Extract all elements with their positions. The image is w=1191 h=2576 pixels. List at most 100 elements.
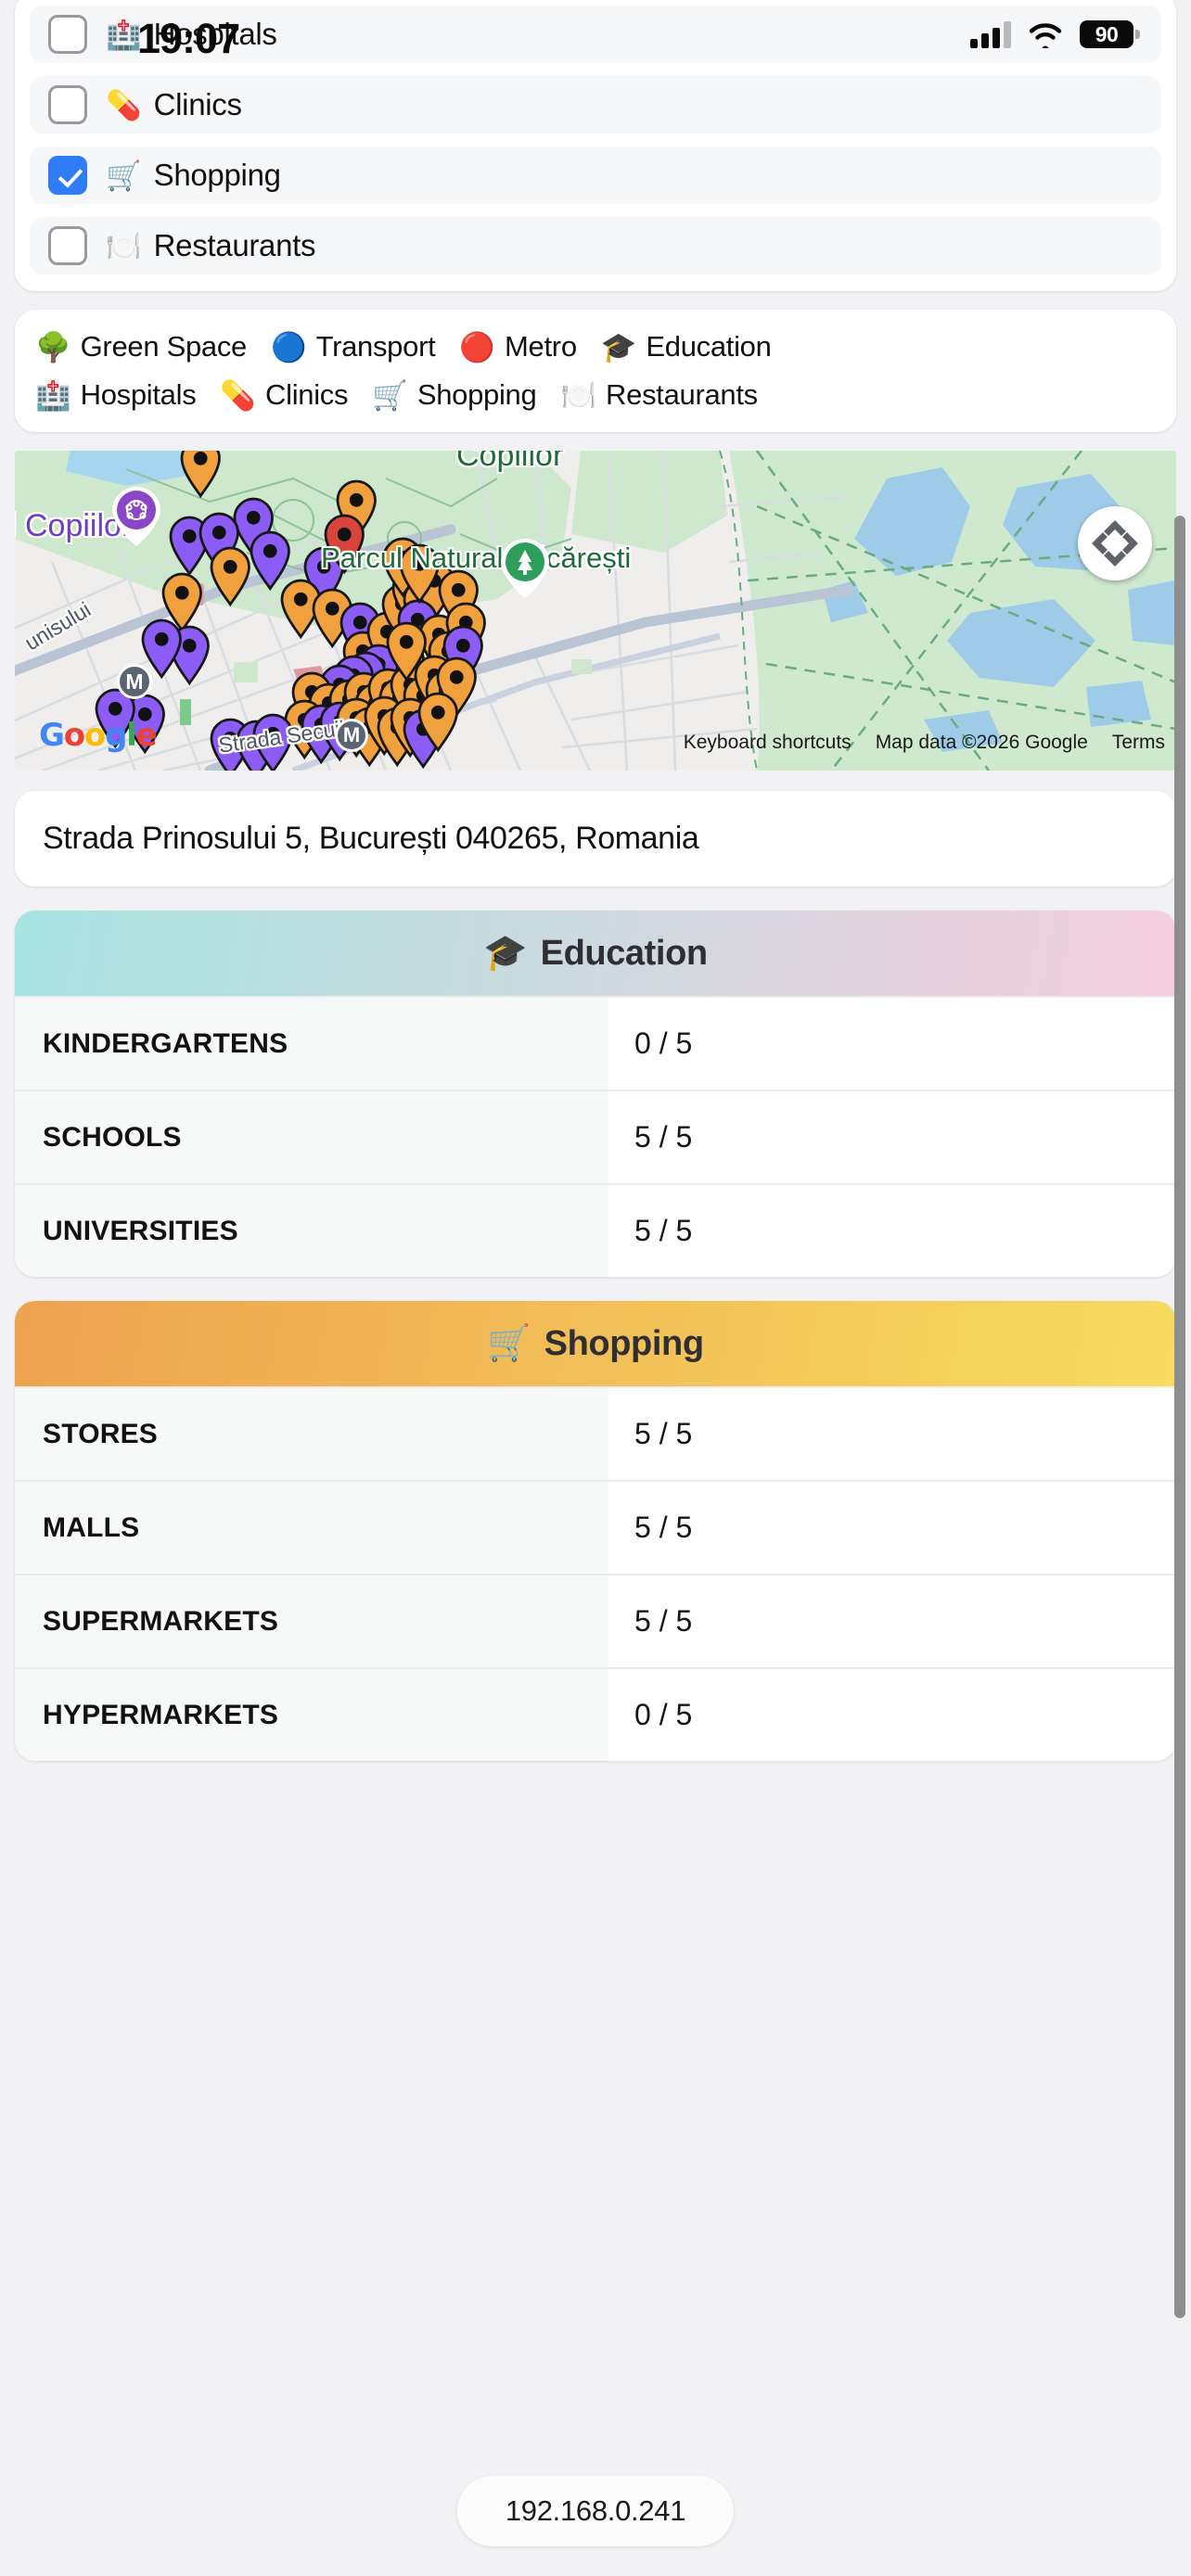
cart-icon: 🛒	[106, 159, 142, 192]
poi-transport-marker[interactable]	[112, 487, 160, 546]
legend-item-shopping: 🛒 Shopping	[372, 378, 537, 412]
filter-label: Restaurants	[153, 228, 316, 262]
table-row: UNIVERSITIES 5 / 5	[15, 1183, 1176, 1277]
table-row: KINDERGARTENS 0 / 5	[15, 996, 1176, 1090]
legend-item-metro: 🔴 Metro	[459, 330, 577, 363]
red-circle-icon: 🔴	[459, 330, 496, 363]
map-view[interactable]: Copiilor l Copiilor Parcul Natural Văcăr…	[15, 451, 1176, 771]
section-header-shopping: 🛒 Shopping	[15, 1301, 1176, 1386]
filter-row-hospitals[interactable]: 🏥 Hospitals	[30, 6, 1161, 63]
table-row: MALLS 5 / 5	[15, 1480, 1176, 1574]
metro-station-icon-2: M	[335, 719, 368, 752]
table-row: HYPERMARKETS 0 / 5	[15, 1667, 1176, 1761]
google-logo: Google	[39, 717, 158, 754]
map-pin-metro[interactable]	[324, 514, 365, 575]
legend-label: Transport	[315, 330, 436, 363]
section-shopping: 🛒 Shopping STORES 5 / 5 MALLS 5 / 5 SUPERMARKE…	[15, 1301, 1176, 1761]
section-title: Shopping	[544, 1323, 704, 1363]
section-title: Education	[540, 933, 708, 973]
map-pin-education[interactable]	[141, 618, 182, 680]
map-pin-shopping[interactable]	[399, 543, 440, 605]
table-row: STORES 5 / 5	[15, 1386, 1176, 1480]
legend-label: Metro	[505, 330, 577, 363]
map-data-text: Map data ©2026 Google	[875, 732, 1088, 753]
metric-value: 0 / 5	[608, 1669, 1176, 1761]
map-pin-education[interactable]	[169, 516, 210, 577]
legend-item-restaurants: 🍽️ Restaurants	[560, 378, 758, 412]
metric-value: 5 / 5	[608, 1388, 1176, 1480]
legend-card: 🌳 Green Space 🔵 Transport 🔴 Metro 🎓 Education 🏥 H…	[15, 310, 1176, 432]
address-card: Strada Prinosului 5, București 040265, R…	[15, 791, 1176, 886]
metric-value: 5 / 5	[608, 1482, 1176, 1574]
cart-icon: 🛒	[487, 1324, 531, 1363]
metric-value: 0 / 5	[608, 998, 1176, 1090]
cutlery-icon: 🍽️	[106, 229, 142, 262]
legend-label: Hospitals	[80, 378, 197, 411]
legend-row-2: 🏥 Hospitals 💊 Clinics 🛒 Shopping 🍽️ Restaurants	[35, 378, 1156, 412]
metric-name: KINDERGARTENS	[15, 998, 608, 1090]
map-pin-shopping[interactable]	[417, 692, 458, 753]
blue-circle-icon: 🔵	[270, 330, 307, 363]
checkbox-hospitals[interactable]	[48, 15, 87, 54]
map-pin-shopping[interactable]	[280, 579, 321, 640]
legend-label: Clinics	[265, 378, 349, 411]
filter-row-restaurants[interactable]: 🍽️ Restaurants	[30, 217, 1161, 274]
poi-green-space-marker[interactable]	[501, 539, 549, 598]
map-pin-education[interactable]	[252, 713, 293, 771]
graduation-cap-icon: 🎓	[483, 934, 528, 973]
pan-control-icon[interactable]	[1078, 506, 1152, 580]
metric-name: SUPERMARKETS	[15, 1575, 608, 1667]
table-row: SCHOOLS 5 / 5	[15, 1090, 1176, 1183]
map-canvas[interactable]	[15, 451, 1176, 771]
graduation-cap-icon: 🎓	[600, 330, 637, 363]
cart-icon: 🛒	[372, 378, 408, 412]
map-pin-shopping[interactable]	[312, 588, 352, 649]
map-pin-education[interactable]	[250, 530, 290, 592]
hospital-icon: 🏥	[35, 378, 71, 412]
hospital-icon: 🏥	[106, 18, 142, 51]
legend-item-green-space: 🌳 Green Space	[35, 330, 247, 363]
filter-row-shopping[interactable]: 🛒 Shopping	[30, 147, 1161, 204]
terms-link[interactable]: Terms	[1111, 732, 1165, 753]
ip-address-badge: 192.168.0.241	[456, 2476, 735, 2546]
metric-value: 5 / 5	[608, 1185, 1176, 1277]
checkbox-shopping[interactable]	[48, 156, 87, 195]
legend-label: Shopping	[416, 378, 537, 411]
checkbox-restaurants[interactable]	[48, 226, 87, 265]
legend-label: Education	[646, 330, 772, 363]
map-pin-shopping[interactable]	[180, 451, 221, 499]
metric-value: 5 / 5	[608, 1091, 1176, 1183]
metro-station-icon-1: M	[117, 664, 152, 699]
legend-label: Restaurants	[606, 378, 758, 411]
map-pin-education[interactable]	[95, 688, 135, 749]
table-row: SUPERMARKETS 5 / 5	[15, 1574, 1176, 1667]
map-attribution: Keyboard shortcuts Map data ©2026 Google…	[684, 732, 1165, 754]
tree-icon: 🌳	[35, 330, 71, 363]
metric-name: STORES	[15, 1388, 608, 1480]
map-pin-shopping[interactable]	[386, 621, 427, 682]
metric-name: MALLS	[15, 1482, 608, 1574]
filter-label: Hospitals	[153, 17, 277, 51]
pill-icon: 💊	[106, 88, 142, 121]
keyboard-shortcuts-link[interactable]: Keyboard shortcuts	[683, 732, 852, 753]
metric-name: UNIVERSITIES	[15, 1185, 608, 1277]
legend-item-hospitals: 🏥 Hospitals	[35, 378, 197, 412]
pill-icon: 💊	[220, 378, 257, 412]
section-education: 🎓 Education KINDERGARTENS 0 / 5 SCHOOLS 5 / 5…	[15, 911, 1176, 1277]
map-pin-shopping[interactable]	[210, 546, 250, 607]
legend-item-transport: 🔵 Transport	[270, 330, 436, 363]
legend-row-1: 🌳 Green Space 🔵 Transport 🔴 Metro 🎓 Education	[35, 330, 1156, 363]
metric-value: 5 / 5	[608, 1575, 1176, 1667]
legend-label: Green Space	[80, 330, 248, 363]
filter-label: Clinics	[153, 87, 242, 121]
filter-list-card: 🏥 Hospitals 💊 Clinics 🛒 Shopping 🍽️ Restaurants	[15, 0, 1176, 291]
metric-name: SCHOOLS	[15, 1091, 608, 1183]
checkbox-clinics[interactable]	[48, 85, 87, 124]
cutlery-icon: 🍽️	[560, 378, 597, 412]
section-header-education: 🎓 Education	[15, 911, 1176, 996]
vertical-scrollbar[interactable]	[1174, 516, 1185, 2318]
filter-row-clinics[interactable]: 💊 Clinics	[30, 76, 1161, 134]
metric-name: HYPERMARKETS	[15, 1669, 608, 1761]
legend-item-clinics: 💊 Clinics	[220, 378, 348, 412]
